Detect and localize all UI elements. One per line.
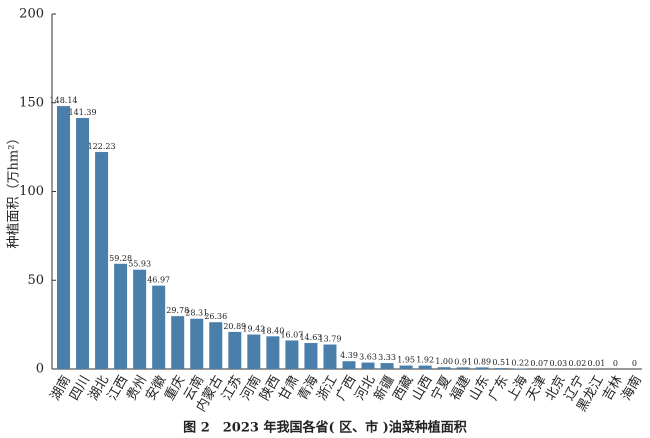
value-label: 0.22	[511, 359, 529, 368]
value-label: 141.39	[69, 108, 97, 117]
x-tick-label: 广东	[486, 373, 512, 403]
x-tick-label: 广西	[333, 373, 359, 403]
bar	[247, 334, 261, 369]
chart-title: 图 2 2023 年我国各省( 区、市 )油菜种植面积	[183, 420, 467, 436]
value-label: 0.07	[530, 359, 548, 368]
x-tick-label: 江西	[105, 373, 131, 403]
x-tick-label: 重庆	[161, 373, 188, 404]
value-label: 148.14	[50, 96, 78, 105]
value-label: 59.28	[109, 254, 132, 263]
x-tick-label: 天津	[524, 373, 550, 403]
value-label: 14.63	[299, 333, 322, 342]
bar	[133, 269, 147, 369]
x-tick-label: 湖北	[86, 373, 112, 403]
x-tick-label: 青海	[295, 373, 321, 403]
value-label: 19.42	[242, 325, 265, 334]
value-label: 0.02	[568, 359, 586, 368]
bar	[266, 336, 280, 369]
value-label: 26.36	[204, 312, 227, 321]
bar	[437, 367, 451, 369]
x-tick-label: 海南	[618, 373, 645, 404]
bar	[190, 318, 204, 369]
x-tick-label: 陕西	[257, 373, 283, 403]
x-tick-label: 四川	[67, 373, 93, 403]
x-tick-label: 山东	[467, 373, 493, 403]
value-label: 13.79	[319, 335, 342, 344]
value-label: 3.33	[378, 353, 396, 362]
bar	[475, 367, 489, 369]
bar	[152, 285, 166, 369]
x-tick-label: 贵州	[124, 373, 150, 403]
x-tick-label: 福建	[448, 373, 474, 403]
bar	[114, 263, 128, 369]
bar	[361, 362, 375, 369]
value-label: 0.03	[549, 359, 567, 368]
value-label: 0	[613, 359, 618, 368]
value-label: 0	[632, 359, 637, 368]
y-axis-label: 种植面积（万hm²）	[7, 132, 22, 249]
x-tick-label: 新疆	[371, 373, 398, 404]
bar	[494, 368, 508, 369]
value-label: 1.00	[435, 357, 453, 366]
bar	[209, 322, 223, 369]
bar	[399, 365, 413, 369]
x-tick-label: 吉林	[600, 373, 626, 403]
value-label: 0.91	[454, 357, 472, 366]
x-tick-label: 江苏	[218, 373, 245, 404]
bar	[418, 365, 432, 369]
bar	[285, 340, 299, 369]
bar	[380, 363, 394, 369]
bar	[342, 361, 356, 369]
value-label: 28.31	[185, 309, 208, 318]
y-tick-label: 200	[19, 7, 44, 22]
x-tick-label: 甘肃	[276, 373, 302, 403]
value-label: 1.95	[397, 356, 415, 365]
y-tick-label: 50	[27, 273, 44, 288]
value-label: 0.01	[588, 359, 606, 368]
x-tick-label: 北京	[543, 373, 569, 403]
x-tick-label: 宁夏	[428, 373, 455, 404]
value-label: 4.39	[340, 351, 358, 360]
x-tick-label: 西藏	[391, 373, 417, 403]
value-label: 20.89	[223, 322, 246, 331]
bar	[57, 106, 71, 369]
y-tick-label: 0	[36, 362, 44, 377]
bar	[171, 316, 185, 369]
y-tick-label: 100	[19, 184, 44, 199]
bar	[323, 344, 337, 369]
value-label: 1.92	[416, 356, 434, 365]
bar	[76, 118, 90, 370]
x-tick-label: 安徽	[143, 373, 169, 403]
value-label: 0.51	[492, 358, 510, 367]
value-label: 46.97	[147, 276, 170, 285]
y-tick-label: 150	[19, 95, 44, 110]
x-tick-label: 上海	[505, 373, 531, 403]
x-tick-label: 湖南	[47, 373, 74, 404]
value-label: 29.78	[166, 306, 189, 315]
x-tick-label: 浙江	[314, 373, 340, 403]
value-label: 3.63	[359, 353, 377, 362]
x-tick-label: 河南	[237, 373, 264, 404]
value-label: 122.23	[88, 142, 116, 151]
bar	[304, 343, 318, 369]
value-label: 0.89	[473, 357, 491, 366]
bar	[228, 331, 242, 369]
bar	[456, 367, 470, 369]
x-tick-label: 山西	[410, 373, 436, 403]
value-label: 18.40	[261, 326, 284, 335]
x-tick-label: 河北	[353, 373, 379, 403]
bar	[95, 152, 109, 369]
value-label: 55.93	[128, 260, 151, 269]
value-label: 16.07	[280, 330, 303, 339]
